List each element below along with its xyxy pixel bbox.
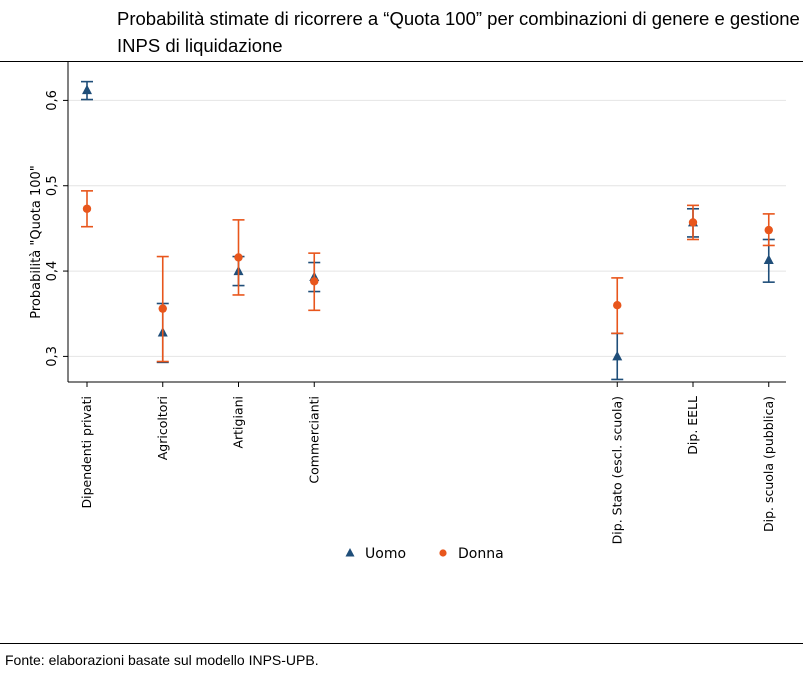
data-point-donna — [688, 218, 698, 227]
data-point-donna — [82, 204, 92, 213]
data-point-donna — [764, 225, 773, 235]
x-tick-label: Agricoltori — [155, 396, 170, 460]
axis-layer: 0,3 0,4 0,5 0,6 Probabilità "Quota 100" Dipen… — [29, 62, 786, 544]
chart: 0,3 0,4 0,5 0,6 Probabilità "Quota 100" Dipen… — [29, 62, 786, 562]
y-tick-label: 0,5 — [45, 175, 60, 196]
legend-marker-donna — [439, 549, 447, 557]
chart-title: Probabilità stimate di ricorrere a “Quot… — [117, 8, 800, 56]
data-point-donna — [613, 301, 622, 310]
y-axis-label: Probabilità "Quota 100" — [29, 165, 44, 319]
x-tick-label: Dip. EELL — [685, 396, 700, 455]
legend-label: Uomo — [365, 546, 406, 562]
x-tick-label: Dipendenti privati — [79, 396, 94, 509]
legend-marker-uomo — [345, 548, 355, 557]
source-note: Fonte: elaborazioni basate sul modello I… — [5, 652, 319, 668]
x-tick-label: Commercianti — [306, 396, 321, 484]
data-point-uomo — [82, 84, 92, 95]
x-tick-label: Dip. Stato (escl. scuola) — [609, 396, 624, 544]
series-layer — [81, 80, 775, 381]
legend-label: Donna — [458, 546, 504, 562]
grid-layer — [68, 99, 786, 357]
y-tick-label: 0,3 — [45, 346, 60, 367]
top-rule — [0, 61, 803, 62]
x-tick-label: Artigiani — [231, 396, 246, 449]
y-tick-label: 0,6 — [45, 90, 60, 111]
data-point-donna — [310, 277, 319, 286]
bottom-rule — [0, 643, 803, 644]
data-point-uomo — [612, 350, 623, 361]
data-point-uomo — [763, 254, 774, 264]
x-tick-label: Dip. scuola (pubblica) — [761, 396, 776, 532]
y-tick-label: 0,4 — [45, 261, 60, 282]
legend: Uomo Donna — [345, 546, 504, 562]
data-point-donna — [158, 304, 167, 313]
data-point-donna — [234, 253, 243, 262]
